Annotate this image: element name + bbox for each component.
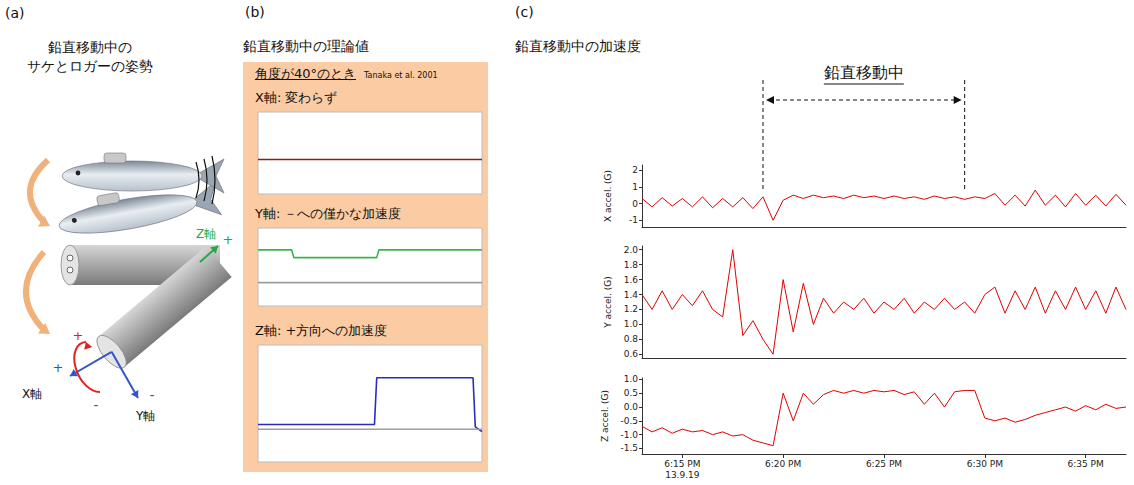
- svg-text:(a): (a): [5, 5, 25, 21]
- svg-text:X軸: X軸: [22, 387, 42, 401]
- html-text:X軸: 変わらず: X軸: 変わらず: [255, 90, 338, 105]
- svg-text:Y accel. (G): Y accel. (G): [603, 276, 613, 329]
- svg-text:0: 0: [632, 199, 638, 209]
- svg-text:0.5: 0.5: [624, 388, 638, 398]
- svg-text:13.9.19: 13.9.19: [665, 470, 700, 480]
- svg-text:2.0: 2.0: [624, 245, 639, 255]
- svg-text:1.0: 1.0: [624, 374, 639, 384]
- svg-text:Y軸: Y軸: [135, 409, 155, 423]
- svg-text:X accel. (G): X accel. (G): [603, 170, 613, 222]
- svg-text:Z軸: Z軸: [196, 227, 216, 241]
- html-text:鉛直移動中の加速度: 鉛直移動中の加速度: [515, 38, 641, 54]
- html-text:(b): (b): [245, 4, 265, 20]
- svg-text:-1.5: -1.5: [620, 443, 638, 453]
- svg-text:1.8: 1.8: [624, 260, 639, 270]
- svg-text:-: -: [149, 387, 154, 403]
- svg-text:-0.5: -0.5: [620, 416, 638, 426]
- svg-text:-1.0: -1.0: [620, 430, 638, 440]
- svg-text:鉛直移動中: 鉛直移動中: [824, 63, 904, 82]
- html-text:Z軸: +方向への加速度: Z軸: +方向への加速度: [255, 323, 388, 338]
- svg-text:1.4: 1.4: [624, 290, 639, 300]
- svg-text:+: +: [53, 360, 64, 375]
- svg-text:1.6: 1.6: [624, 275, 639, 285]
- svg-text:+: +: [73, 328, 84, 343]
- html-text:角度が40°のとき: 角度が40°のとき: [255, 66, 356, 81]
- svg-text:6:35 PM: 6:35 PM: [1068, 459, 1104, 469]
- svg-text:2: 2: [632, 165, 638, 175]
- html-text:Tanaka et al. 2001: Tanaka et al. 2001: [364, 71, 438, 80]
- svg-text:Z accel. (G): Z accel. (G): [600, 390, 610, 442]
- svg-text:6:15 PM: 6:15 PM: [664, 459, 700, 469]
- svg-text:-1: -1: [629, 215, 638, 225]
- svg-text:-: -: [93, 397, 98, 413]
- svg-text:1.2: 1.2: [624, 304, 638, 314]
- svg-text:6:25 PM: 6:25 PM: [866, 459, 902, 469]
- svg-text:1: 1: [632, 182, 638, 192]
- html-text:Y軸: －への僅かな加速度: Y軸: －への僅かな加速度: [255, 206, 402, 221]
- html-text:(c): (c): [515, 4, 534, 20]
- svg-text:0.0: 0.0: [624, 402, 639, 412]
- svg-text:6:30 PM: 6:30 PM: [967, 459, 1003, 469]
- svg-text:1.0: 1.0: [624, 319, 639, 329]
- svg-text:0.8: 0.8: [624, 334, 639, 344]
- svg-text:6:20 PM: 6:20 PM: [765, 459, 801, 469]
- svg-text:サケとロガーの姿勢: サケとロガーの姿勢: [27, 58, 153, 74]
- html-text:鉛直移動中の理論値: 鉛直移動中の理論値: [243, 38, 369, 54]
- svg-text:鉛直移動中の: 鉛直移動中の: [48, 39, 132, 55]
- svg-text:+: +: [223, 232, 234, 247]
- svg-text:0.6: 0.6: [624, 349, 639, 359]
